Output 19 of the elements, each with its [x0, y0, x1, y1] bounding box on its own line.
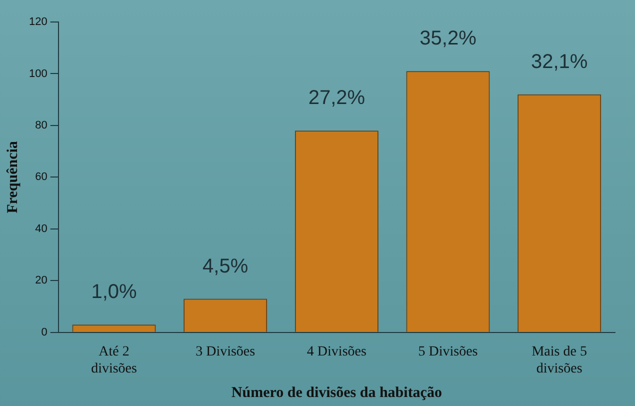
- y-tick-label: 100: [28, 68, 48, 80]
- y-tick-label: 120: [28, 16, 48, 28]
- x-tick-label: Até 2 divisões: [91, 344, 137, 376]
- y-axis-title: Frequência: [4, 140, 21, 214]
- y-tick-label: 80: [35, 120, 48, 132]
- annotation: 32,1%: [530, 50, 588, 73]
- y-tick-label: 20: [35, 274, 48, 287]
- y-tick-label: 60: [35, 171, 48, 184]
- annotation: 1,0%: [91, 281, 138, 304]
- annotation: 4,5%: [202, 255, 248, 278]
- annotation: 35,2%: [420, 28, 477, 50]
- y-tick-label: 40: [35, 222, 48, 235]
- annotation: 27,2%: [308, 87, 366, 110]
- x-tick-label: 3 Divisões: [196, 344, 256, 360]
- y-tick-label: 0: [41, 326, 48, 338]
- x-tick-label: Mais de 5 divisões: [532, 344, 587, 376]
- x-axis-title: Número de divisões da habitação: [231, 384, 442, 401]
- x-tick-label: 5 Divisões: [418, 344, 478, 360]
- x-tick-label: 4 Divisões: [306, 344, 366, 360]
